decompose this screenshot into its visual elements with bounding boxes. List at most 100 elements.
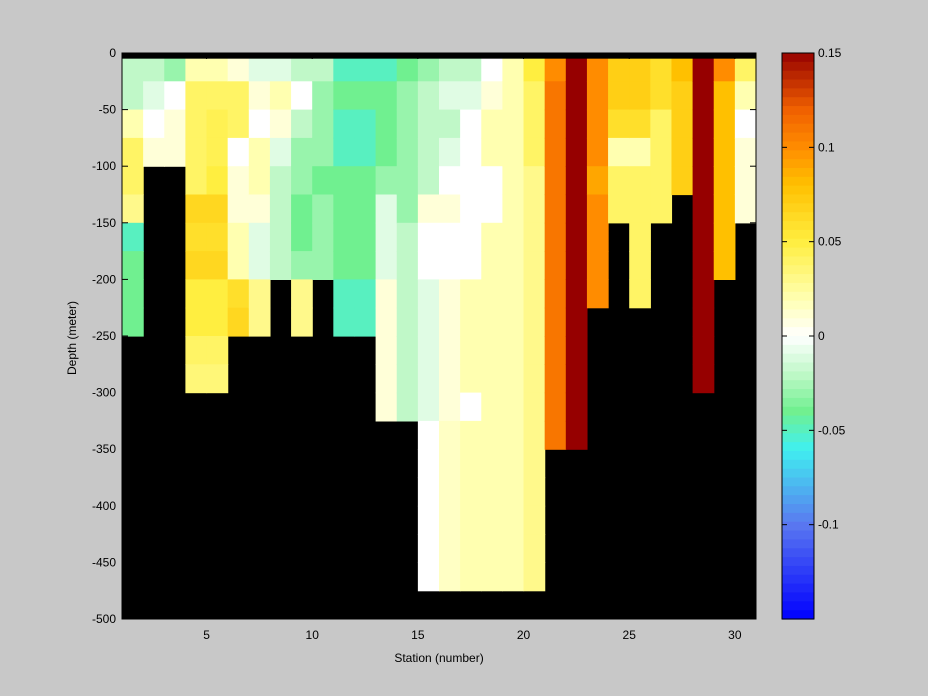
heatmap-cell <box>460 420 482 450</box>
heatmap-cell <box>460 137 482 167</box>
heatmap-cell <box>481 194 503 224</box>
colorbar-swatch <box>782 433 814 443</box>
heatmap-cell <box>375 194 398 224</box>
heatmap-cell <box>439 279 461 309</box>
heatmap-cell <box>375 307 398 337</box>
heatmap-cell <box>460 194 482 224</box>
heatmap-cell <box>396 364 419 394</box>
heatmap-cell <box>502 336 525 365</box>
heatmap-cell <box>481 109 503 139</box>
heatmap-cell <box>333 194 356 224</box>
heatmap-cell <box>565 222 588 252</box>
y-axis-ticks: 0 -50 -100 -150 -200 -250 -300 -350 -400 -450 -500 <box>92 46 756 626</box>
heatmap-cell <box>312 53 334 82</box>
colorbar-swatch <box>782 548 814 558</box>
heatmap-cell <box>248 279 271 309</box>
heatmap-cell <box>460 251 482 280</box>
colorbar-swatch <box>782 592 814 602</box>
heatmap-cell <box>481 449 503 479</box>
heatmap-cell <box>565 364 588 394</box>
colorbar-tick-label: 0.15 <box>818 46 842 60</box>
heatmap-cell <box>608 137 630 167</box>
heatmap-cell <box>713 81 736 111</box>
heatmap-cell <box>544 53 567 82</box>
heatmap-cell <box>544 194 567 224</box>
heatmap-cell <box>227 279 250 309</box>
heatmap-cell <box>544 279 567 309</box>
heatmap-cell <box>227 307 250 337</box>
heatmap-cell <box>692 307 715 337</box>
heatmap-cell <box>206 364 229 394</box>
heatmap-cell <box>481 364 503 394</box>
heatmap-cell <box>671 53 694 82</box>
colorbar-swatch <box>782 557 814 567</box>
heatmap-cell <box>333 307 356 337</box>
heatmap-cell <box>523 137 546 167</box>
colorbar-swatch <box>782 53 814 63</box>
heatmap-cell <box>439 251 461 280</box>
heatmap-cell <box>481 81 503 111</box>
y-axis-label: Depth (meter) <box>65 301 79 375</box>
heatmap-cell <box>692 194 715 224</box>
heatmap-cell <box>122 279 144 309</box>
heatmap-cell <box>312 194 334 224</box>
heatmap-cell <box>417 562 440 592</box>
heatmap-cell <box>396 279 419 309</box>
heatmap-cell <box>269 166 292 196</box>
heatmap-cell <box>227 81 250 111</box>
heatmap-cell <box>439 562 461 592</box>
colorbar-tick-label: -0.05 <box>818 423 846 437</box>
colorbar-tick-label: 0 <box>818 329 825 343</box>
heatmap-cell <box>375 53 398 82</box>
heatmap-cell <box>586 251 609 280</box>
heatmap-cell <box>312 251 334 280</box>
heatmap-plot: 5 10 15 20 25 30 0 -50 -100 -150 -200 -250 -300 -350… <box>65 46 757 665</box>
heatmap-cell <box>439 109 461 139</box>
colorbar-swatch <box>782 574 814 585</box>
heatmap-cell <box>460 562 482 592</box>
heatmap-cell <box>269 222 292 252</box>
colorbar-swatch <box>782 362 814 372</box>
heatmap-cell <box>460 81 482 111</box>
heatmap-cell <box>417 336 440 365</box>
heatmap-cell <box>502 534 525 563</box>
heatmap-cell <box>291 81 313 111</box>
y-tick-label: -500 <box>92 612 116 626</box>
heatmap-cell <box>396 53 419 82</box>
colorbar-ticks: -0.1 -0.05 0 0.05 0.1 0.15 <box>782 46 846 532</box>
heatmap-cell <box>354 251 377 280</box>
heatmap-cell <box>354 53 377 82</box>
heatmap-cell <box>460 166 482 196</box>
heatmap-cell <box>396 137 419 167</box>
heatmap-cell <box>396 166 419 196</box>
heatmap-cell <box>460 534 482 563</box>
colorbar-swatch <box>782 265 814 275</box>
heatmap-cell <box>312 137 334 167</box>
heatmap-cell <box>523 562 546 592</box>
colorbar-swatches <box>782 53 814 620</box>
heatmap-cell <box>185 222 208 252</box>
heatmap-cell <box>544 222 567 252</box>
heatmap-cell <box>629 81 651 111</box>
heatmap-cell <box>586 166 609 196</box>
colorbar-tick-label: 0.1 <box>818 140 835 154</box>
heatmap-cell <box>523 222 546 252</box>
heatmap-cell <box>354 166 377 196</box>
heatmap-cell <box>375 222 398 252</box>
colorbar-swatch <box>782 221 814 231</box>
heatmap-cell <box>164 81 186 111</box>
heatmap-cell <box>629 137 651 167</box>
heatmap-cell <box>143 109 165 139</box>
colorbar-swatch <box>782 176 814 187</box>
heatmap-cell <box>291 222 313 252</box>
colorbar-swatch <box>782 88 814 98</box>
heatmap-cell <box>291 53 313 82</box>
colorbar-swatch <box>782 424 814 434</box>
colorbar-swatch <box>782 406 814 417</box>
heatmap-cell <box>227 251 250 280</box>
heatmap-cell <box>544 307 567 337</box>
colorbar-swatch <box>782 212 814 222</box>
heatmap-cell <box>544 109 567 139</box>
heatmap-cell <box>269 194 292 224</box>
